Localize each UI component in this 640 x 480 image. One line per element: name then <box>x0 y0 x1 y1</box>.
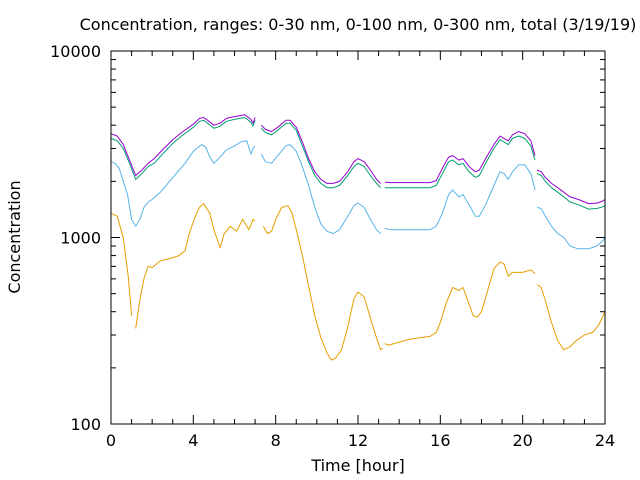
y-tick-label: 10000 <box>50 42 101 61</box>
x-axis-ticks: 0 4 8 12 16 20 24 <box>106 51 615 450</box>
series-4-line-segment-4 <box>536 169 606 205</box>
x-tick-label: 24 <box>595 431 615 450</box>
x-tick-label: 4 <box>188 431 198 450</box>
y-tick-label: 1000 <box>60 229 101 248</box>
plot-series <box>110 114 606 361</box>
series-1-line-segment-3 <box>262 205 384 361</box>
chart-title: Concentration, ranges: 0-30 nm, 0-100 nm… <box>80 15 637 34</box>
x-tick-label: 0 <box>106 431 116 450</box>
series-3-line-segment-1 <box>110 117 256 180</box>
series-2-line-segment-1 <box>110 140 256 227</box>
series-3-line-segment-2 <box>260 122 381 189</box>
x-axis-label: Time [hour] <box>310 456 404 475</box>
series-1-line-segment-5 <box>536 284 606 351</box>
series-1-line-segment-2 <box>135 203 256 329</box>
series-4-line-segment-2 <box>260 119 381 184</box>
x-tick-label: 12 <box>348 431 368 450</box>
series-3-line-segment-4 <box>536 173 606 210</box>
plot-frame <box>110 50 606 425</box>
series-4-line-segment-1 <box>110 114 256 176</box>
series-1-line-segment-4 <box>384 261 536 346</box>
series-4-line-segment-3 <box>384 131 536 184</box>
y-axis-label: Concentration <box>5 180 24 293</box>
series-2-line-segment-2 <box>260 144 381 234</box>
y-tick-label: 100 <box>70 415 101 434</box>
series-3-line-segment-3 <box>384 135 536 189</box>
x-tick-label: 8 <box>271 431 281 450</box>
y-axis-ticks: 100 1000 10000 <box>50 42 605 434</box>
series-2-line-segment-4 <box>536 206 606 250</box>
series-1-line-segment-1 <box>110 212 133 316</box>
x-tick-label: 20 <box>512 431 532 450</box>
x-tick-label: 16 <box>430 431 450 450</box>
series-2-line-segment-3 <box>384 164 536 231</box>
